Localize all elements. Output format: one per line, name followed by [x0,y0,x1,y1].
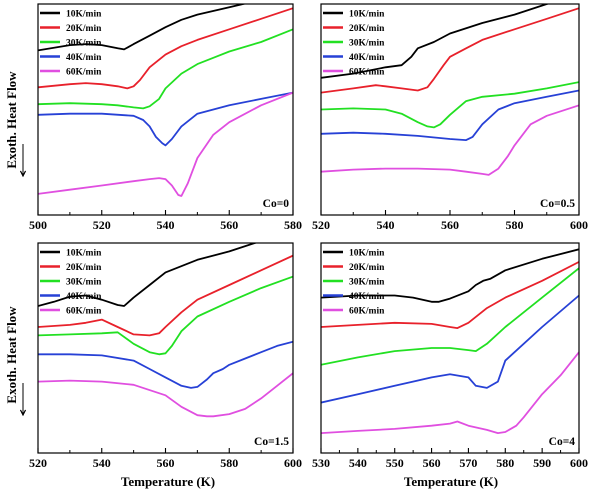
panel-0: 500 520 540 560 580 10K/min 20K/min 30K/min 40K/… [20,3,302,232]
legend-label: 10K/min [349,10,385,20]
legend-label: 30K/min [349,278,385,288]
x-tick-label: 540 [157,218,175,232]
legend-label: 30K/min [66,278,102,288]
legend-label: 10K/min [349,249,385,259]
x-tick-label: 580 [220,456,238,470]
x-tick-label: 520 [93,218,111,232]
legend-label: 60K/min [66,307,102,317]
series-line-60k-min [38,372,293,418]
series-line-40k-min [38,340,293,389]
legend-label: 20K/min [349,263,385,273]
x-tick-label: 520 [312,218,330,232]
legend-label: 60K/min [349,307,385,317]
x-tick-label: 560 [220,218,238,232]
legend-label: 60K/min [349,68,385,78]
x-axis-title: Temperature (K) [121,474,215,489]
series-line-20k-min [321,7,579,94]
series-line-10k-min [38,243,258,307]
series-line-60k-min [321,104,579,176]
panel-composition-label: Co=0 [263,198,290,210]
legend-label: 10K/min [66,249,102,259]
series-line-60k-min [321,351,579,434]
panel-2: 520 540 560 580 600 10K/min 20K/min 30K/min 40K/… [20,242,302,470]
legend-label: 40K/min [349,292,385,302]
x-tick-label: 600 [570,218,588,232]
x-tick-label: 540 [93,456,111,470]
legend-label: 10K/min [66,10,102,20]
x-tick-label: 560 [423,456,441,470]
x-tick-label: 580 [506,218,524,232]
plot-frame [37,242,294,454]
x-axis-title: Temperature (K) [404,474,498,489]
x-tick-label: 560 [441,218,459,232]
x-tick-label: 600 [284,456,302,470]
legend-label: 20K/min [66,24,102,34]
y-axis-title: Exoth. Heat Flow [4,71,19,169]
legend-label: 40K/min [66,53,102,63]
series-line-10k-min [321,248,579,303]
x-tick-label: 550 [386,456,404,470]
series-line-40k-min [321,294,579,404]
panel-composition-label: Co=0.5 [540,198,575,210]
series-line-10k-min [38,4,248,52]
series-line-30k-min [38,28,293,110]
legend-label: 40K/min [349,53,385,63]
series-line-30k-min [321,81,579,129]
x-tick-label: 570 [459,456,477,470]
x-tick-label: 580 [284,218,302,232]
panel-3: 530 540 550 560 570 580 590 600 10K/min 20K/min 30… [20,242,588,470]
x-tick-label: 500 [29,218,47,232]
legend-label: 20K/min [349,24,385,34]
legend-label: 60K/min [66,68,102,78]
legend-label: 20K/min [66,263,102,273]
plots-layer: 500 520 540 560 580 10K/min 20K/min 30K/min 40K/… [20,3,588,470]
series-line-40k-min [321,89,579,141]
panel-composition-label: Co=1.5 [254,436,289,448]
series-line-20k-min [38,254,293,337]
series-line-40k-min [38,91,293,147]
x-tick-label: 590 [533,456,551,470]
x-tick-label: 560 [157,456,175,470]
series-line-60k-min [38,91,293,197]
x-tick-label: 580 [496,456,514,470]
x-tick-label: 530 [312,456,330,470]
x-tick-label: 520 [29,456,47,470]
panel-1: 520 540 560 580 600 10K/min 20K/min 30K/min 40K/… [20,3,588,232]
y-axis-title: Exoth. Heat Flow [4,306,19,404]
x-tick-label: 540 [349,456,367,470]
legend-label: 40K/min [66,292,102,302]
x-tick-label: 540 [377,218,395,232]
exotherm-arrowhead [20,170,26,178]
legend-label: 30K/min [349,39,385,49]
series-line-30k-min [321,267,579,366]
series-line-30k-min [38,275,293,356]
series-line-10k-min [321,4,550,79]
series-line-20k-min [321,261,579,329]
panel-composition-label: Co=4 [549,436,576,448]
series-line-20k-min [38,7,293,90]
x-tick-label: 600 [570,456,588,470]
exotherm-arrowhead [20,409,26,417]
legend-label: 30K/min [66,39,102,49]
